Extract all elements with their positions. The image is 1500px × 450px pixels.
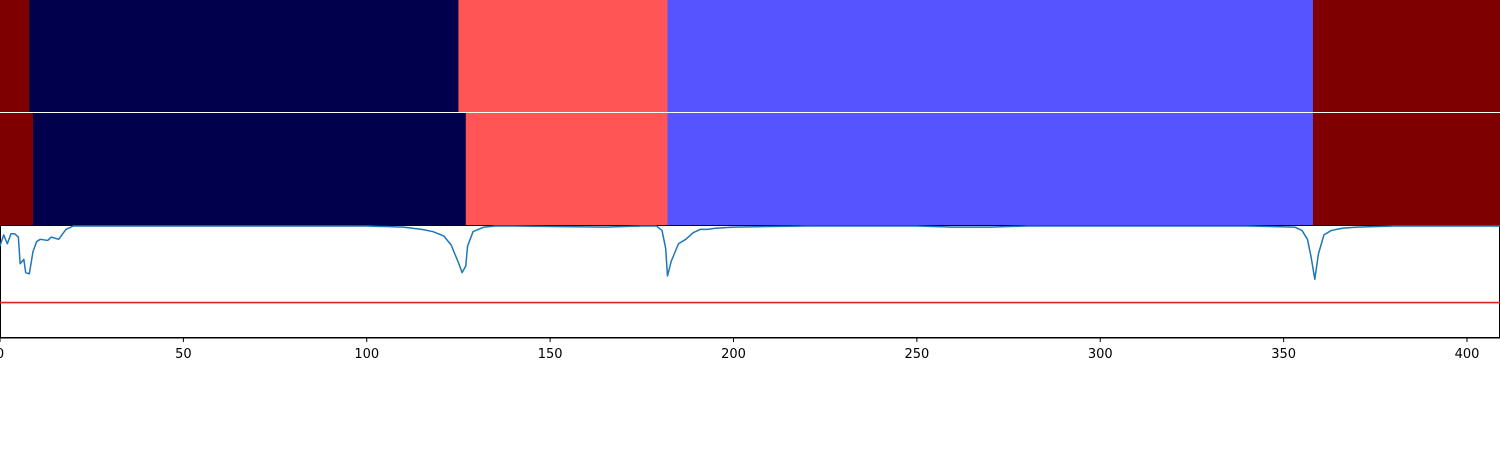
line-panel <box>0 225 1500 338</box>
x-axis-ticks: 0 50 100 150 200 250 300 350 400 <box>0 338 1479 362</box>
x-tick-label: 350 <box>1271 347 1296 362</box>
row-1-segment-4 <box>667 0 1314 112</box>
series-line <box>0 225 1500 281</box>
x-tick-label: 200 <box>721 347 746 362</box>
row-1-segment-2 <box>29 0 459 112</box>
segmentation-rows <box>0 0 1500 225</box>
row-2-segment-1 <box>0 113 34 225</box>
row-1-segment-1 <box>0 0 30 112</box>
row-2-segment-3 <box>465 113 668 225</box>
x-tick-label: 50 <box>175 347 192 362</box>
row-2-segment-5 <box>1312 113 1500 225</box>
row-1-segment-5 <box>1312 0 1500 112</box>
x-tick-label: 0 <box>0 347 4 362</box>
x-tick-label: 100 <box>354 347 379 362</box>
x-tick-label: 250 <box>904 347 929 362</box>
x-tick-label: 150 <box>538 347 563 362</box>
x-tick-label: 400 <box>1455 347 1480 362</box>
x-tick-label: 300 <box>1088 347 1113 362</box>
row-2-segment-2 <box>33 113 467 225</box>
row-2-segment-4 <box>667 113 1314 225</box>
line-panel-frame <box>0 225 1500 338</box>
row-1-segment-3 <box>458 0 668 112</box>
